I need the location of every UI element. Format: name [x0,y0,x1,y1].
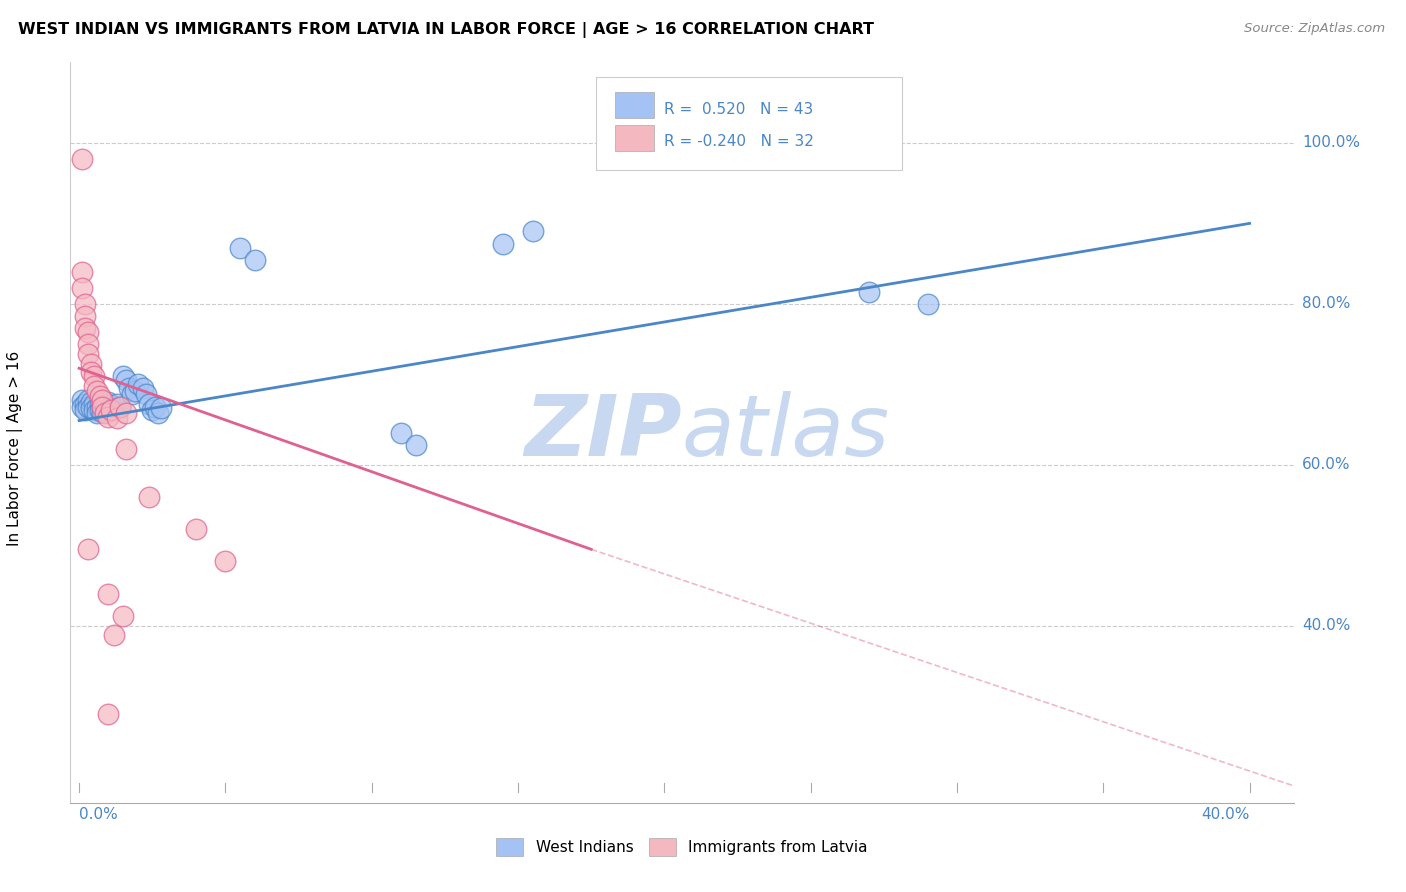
Point [917,297,939,311]
Point [70,152,93,166]
Point [83,403,105,417]
Point [229,241,252,255]
Point [97,409,120,424]
Point [103,401,125,416]
Point [138,397,160,411]
Point [89,389,111,403]
Point [100,403,122,417]
Legend: West Indians, Immigrants from Latvia: West Indians, Immigrants from Latvia [489,832,875,862]
Point [97,586,120,600]
Text: ZIP: ZIP [524,391,682,475]
Point [105,411,128,425]
Point [76,393,98,408]
Point [91,398,114,412]
Point [103,628,125,642]
Point [146,405,169,419]
Point [243,252,266,267]
Point [80,395,103,409]
Point [214,554,236,568]
Text: atlas: atlas [682,391,890,475]
FancyBboxPatch shape [614,125,654,151]
Point [389,425,412,440]
Point [115,442,138,456]
Point [858,285,880,299]
Point [70,393,93,408]
Point [121,387,143,401]
Point [127,377,149,392]
Text: 40.0%: 40.0% [1302,618,1351,633]
Text: In Labor Force | Age > 16: In Labor Force | Age > 16 [7,351,22,546]
Point [70,265,93,279]
Point [91,393,114,408]
Point [124,384,146,398]
Point [405,438,427,452]
Point [83,369,105,384]
Point [184,522,207,536]
Text: 80.0%: 80.0% [1302,296,1351,311]
Point [111,369,134,384]
Point [111,609,134,624]
Point [97,395,120,409]
Point [108,400,131,414]
Point [76,337,98,351]
Text: 40.0%: 40.0% [1201,807,1250,822]
Point [80,401,103,416]
Text: 0.0%: 0.0% [79,807,118,822]
Point [76,347,98,361]
Point [83,379,105,393]
Point [73,309,96,323]
Point [108,400,131,414]
Point [73,397,96,411]
Text: 60.0%: 60.0% [1302,458,1351,472]
Point [76,542,98,557]
Point [97,707,120,722]
Point [138,490,160,504]
Point [80,357,103,371]
FancyBboxPatch shape [614,92,654,118]
Point [70,400,93,414]
Point [89,397,111,411]
Point [132,381,155,395]
Point [76,400,98,414]
Point [91,400,114,414]
Point [86,405,108,419]
Point [105,397,128,411]
Point [80,365,103,379]
Point [83,397,105,411]
Point [115,405,138,419]
Point [73,297,96,311]
Point [94,400,117,414]
Point [150,401,173,416]
Point [135,387,157,401]
Point [522,224,544,238]
Text: WEST INDIAN VS IMMIGRANTS FROM LATVIA IN LABOR FORCE | AGE > 16 CORRELATION CHAR: WEST INDIAN VS IMMIGRANTS FROM LATVIA IN… [18,22,875,38]
Point [143,400,166,414]
Point [86,384,108,398]
Point [100,398,122,412]
Point [141,403,163,417]
Point [115,373,138,387]
FancyBboxPatch shape [596,78,903,169]
Point [70,281,93,295]
Text: R = -0.240   N = 32: R = -0.240 N = 32 [664,134,814,149]
Text: Source: ZipAtlas.com: Source: ZipAtlas.com [1244,22,1385,36]
Point [91,405,114,419]
Point [492,236,515,251]
Point [73,321,96,335]
Point [73,403,96,417]
Point [118,381,141,395]
Point [76,325,98,339]
Point [89,403,111,417]
Point [94,405,117,419]
Text: R =  0.520   N = 43: R = 0.520 N = 43 [664,102,813,117]
Text: 100.0%: 100.0% [1302,136,1360,151]
Point [86,400,108,414]
